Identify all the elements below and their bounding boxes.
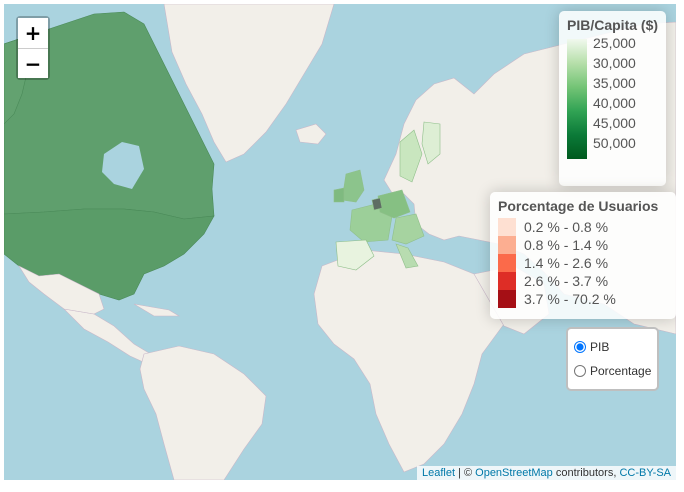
legend-pib-tick-label: 40,000 xyxy=(593,95,636,111)
legend-pib-title: PIB/Capita ($) xyxy=(567,17,659,33)
zoom-in-button[interactable]: + xyxy=(18,18,48,48)
iberia xyxy=(335,239,375,271)
legend-pct-item: 3.7 % - 70.2 % xyxy=(498,290,668,308)
legend-pct-label: 1.4 % - 2.6 % xyxy=(524,255,609,271)
layer-label-pib: PIB xyxy=(590,340,610,354)
finland xyxy=(421,121,441,165)
zoom-out-button[interactable]: − xyxy=(18,48,48,78)
legend-pib-tick-label: 30,000 xyxy=(593,55,636,71)
legend-pib-tick xyxy=(587,83,591,84)
legend-pct-item: 2.6 % - 3.7 % xyxy=(498,272,668,290)
legend-pct-swatch xyxy=(498,272,516,290)
legend-pib-tick-label: 25,000 xyxy=(593,35,636,51)
legend-pib-tick xyxy=(587,63,591,64)
legend-pct-label: 0.2 % - 0.8 % xyxy=(524,219,609,235)
caribbean xyxy=(133,303,181,317)
leaflet-link[interactable]: Leaflet xyxy=(421,467,455,479)
uk xyxy=(341,169,365,203)
layer-radio-pib[interactable] xyxy=(574,341,586,353)
map-container[interactable]: + − PIB/Capita ($) 25,000 30,000 35,000 … xyxy=(4,4,676,480)
legend-pib-scale: 25,000 30,000 35,000 40,000 45,000 50,00… xyxy=(567,35,658,159)
legend-pct-swatch xyxy=(498,254,516,272)
license-link[interactable]: CC-BY-SA xyxy=(619,467,671,479)
legend-pib-tick xyxy=(587,43,591,44)
legend-pib-tick xyxy=(587,103,591,104)
legend-pib-gradient xyxy=(567,39,587,159)
legend-pib-tick xyxy=(587,123,591,124)
legend-pib-tick-label: 50,000 xyxy=(593,135,636,151)
italy xyxy=(395,243,419,269)
legend-pct-item: 0.8 % - 1.4 % xyxy=(498,236,668,254)
central-eu xyxy=(391,213,425,245)
south-america xyxy=(139,345,267,480)
legend-pct-item: 1.4 % - 2.6 % xyxy=(498,254,668,272)
legend-pct-label: 3.7 % - 70.2 % xyxy=(524,291,616,307)
attribution: Leaflet | © OpenStreetMap contributors, … xyxy=(416,466,676,480)
legend-pct-swatch xyxy=(498,236,516,254)
ireland xyxy=(333,187,345,203)
attribution-contrib: contributors, xyxy=(552,467,620,479)
attribution-sep: | © xyxy=(455,467,476,479)
africa xyxy=(313,249,505,473)
osm-link[interactable]: OpenStreetMap xyxy=(475,467,553,479)
legend-pct-swatch xyxy=(498,218,516,236)
legend-pct-label: 2.6 % - 3.7 % xyxy=(524,273,609,289)
layer-radio-percentage[interactable] xyxy=(574,365,586,377)
legend-pib-tick-label: 35,000 xyxy=(593,75,636,91)
legend-pib: PIB/Capita ($) 25,000 30,000 35,000 40,0… xyxy=(559,11,666,186)
central-america xyxy=(63,308,155,367)
zoom-control: + − xyxy=(16,16,50,80)
mexico xyxy=(18,265,105,315)
hudson-bay xyxy=(102,142,144,189)
layer-control: PIB Porcentage xyxy=(566,327,659,391)
legend-pct-swatch xyxy=(498,290,516,308)
legend-percentage: Porcentage de Usuarios 0.2 % - 0.8 % 0.8… xyxy=(490,192,676,319)
sweden xyxy=(399,129,423,183)
germany xyxy=(377,189,411,219)
legend-pct-label: 0.8 % - 1.4 % xyxy=(524,237,609,253)
iceland xyxy=(295,123,327,145)
layer-label-percentage: Porcentage xyxy=(590,364,652,378)
greenland xyxy=(163,4,335,163)
benelux xyxy=(371,197,383,211)
legend-pib-tick-label: 45,000 xyxy=(593,115,636,131)
layer-option-pib[interactable]: PIB xyxy=(574,335,657,359)
legend-pib-tick xyxy=(587,143,591,144)
layer-option-percentage[interactable]: Porcentage xyxy=(574,359,657,383)
legend-pct-title: Porcentage de Usuarios xyxy=(498,198,659,214)
legend-pct-item: 0.2 % - 0.8 % xyxy=(498,218,668,236)
